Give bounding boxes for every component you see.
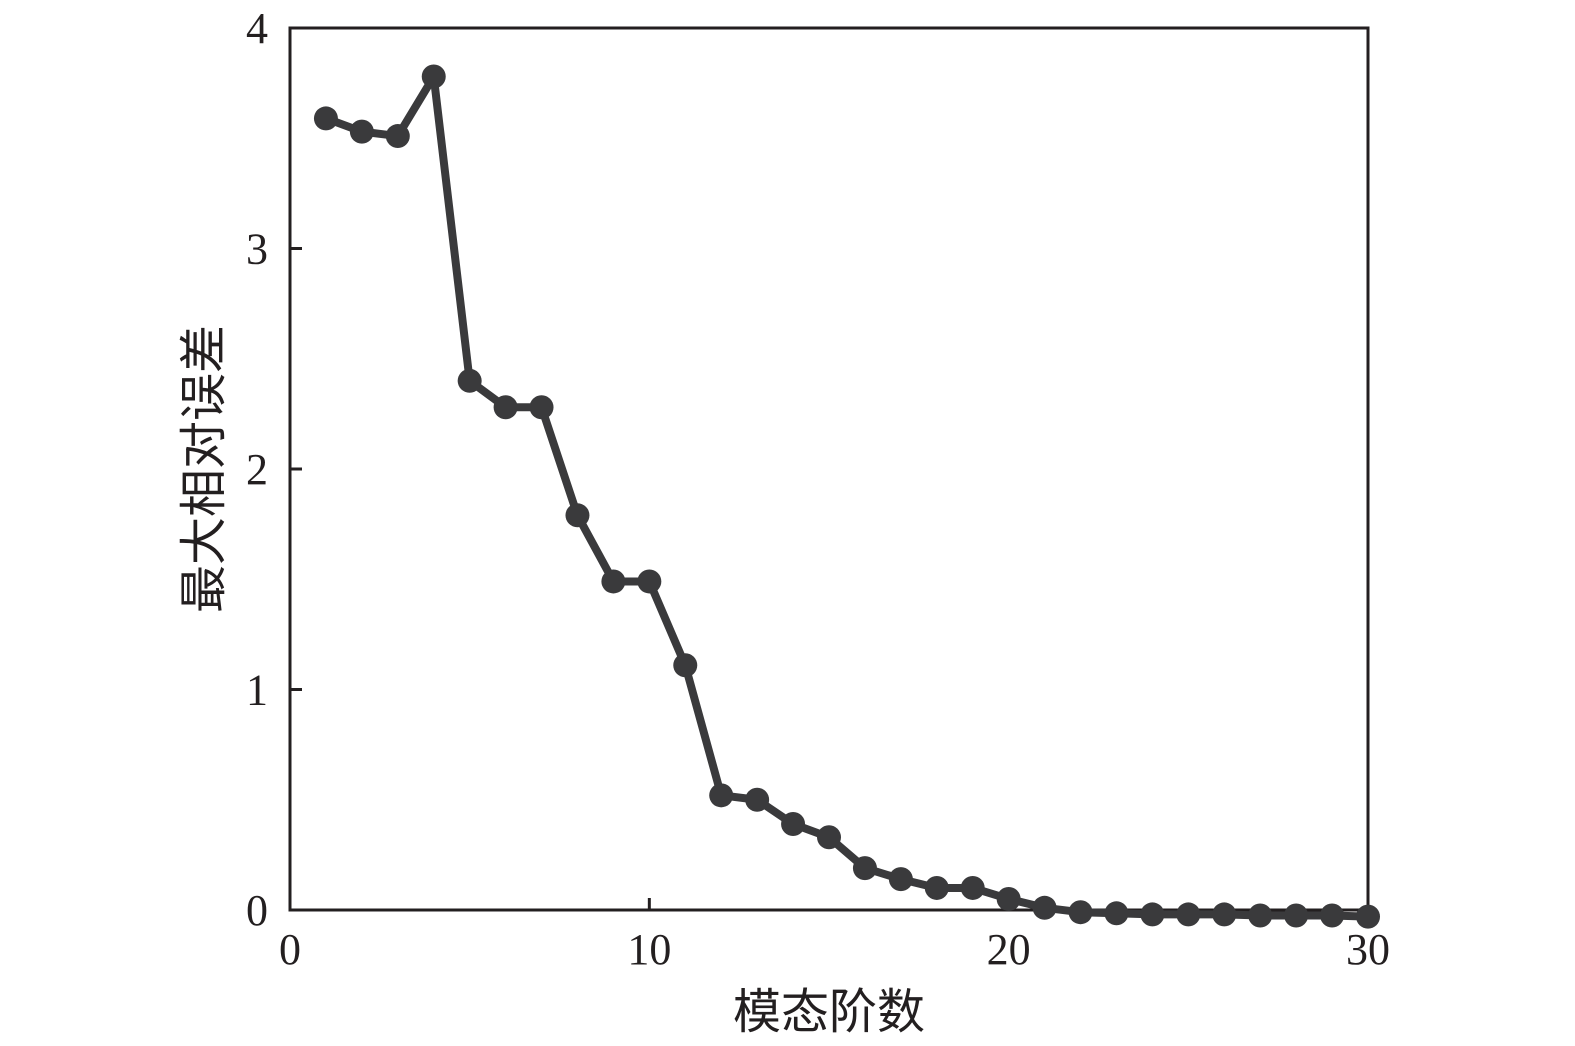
data-point — [493, 395, 518, 420]
x-axis-title: 模态阶数 — [733, 984, 925, 1040]
data-point — [709, 783, 734, 808]
data-point — [673, 653, 698, 678]
data-point — [745, 787, 770, 812]
data-point — [457, 368, 482, 393]
series-line — [324, 72, 1369, 921]
y-axis: 0 1 2 3 4 — [246, 4, 302, 935]
data-point — [888, 867, 913, 892]
data-point — [1248, 903, 1273, 928]
data-point — [529, 395, 554, 420]
data-point — [313, 106, 338, 131]
data-point — [1356, 904, 1380, 929]
data-point — [924, 875, 949, 900]
data-point — [349, 119, 374, 144]
data-point — [781, 812, 806, 837]
data-point — [1320, 903, 1345, 928]
data-point — [1140, 902, 1165, 927]
data-point — [385, 124, 410, 149]
data-point — [1032, 895, 1057, 920]
data-point — [421, 64, 446, 89]
data-point — [1284, 903, 1309, 928]
series-layer — [313, 64, 1380, 929]
y-tick-label: 1 — [246, 666, 268, 715]
y-tick-label: 3 — [246, 225, 268, 274]
data-point — [1212, 902, 1237, 927]
y-tick-label: 2 — [246, 445, 268, 494]
y-tick-label: 4 — [246, 4, 268, 53]
data-point — [1176, 902, 1201, 927]
data-point — [817, 825, 841, 850]
data-point — [1104, 901, 1129, 926]
plot-frame — [288, 26, 1370, 912]
data-point — [852, 856, 877, 881]
x-tick-label: 10 — [627, 925, 671, 974]
data-point — [960, 875, 985, 900]
y-axis-title: 最大相对误差 — [176, 325, 232, 613]
data-point — [601, 569, 626, 594]
data-point — [996, 886, 1021, 911]
data-point — [1068, 900, 1093, 925]
x-tick-label: 20 — [987, 925, 1031, 974]
data-point — [565, 503, 590, 528]
y-tick-label: 0 — [246, 886, 268, 935]
x-axis: 0 10 20 30 — [279, 898, 1390, 974]
x-tick-label: 30 — [1346, 925, 1390, 974]
x-tick-label: 0 — [279, 925, 301, 974]
data-point — [637, 569, 662, 594]
